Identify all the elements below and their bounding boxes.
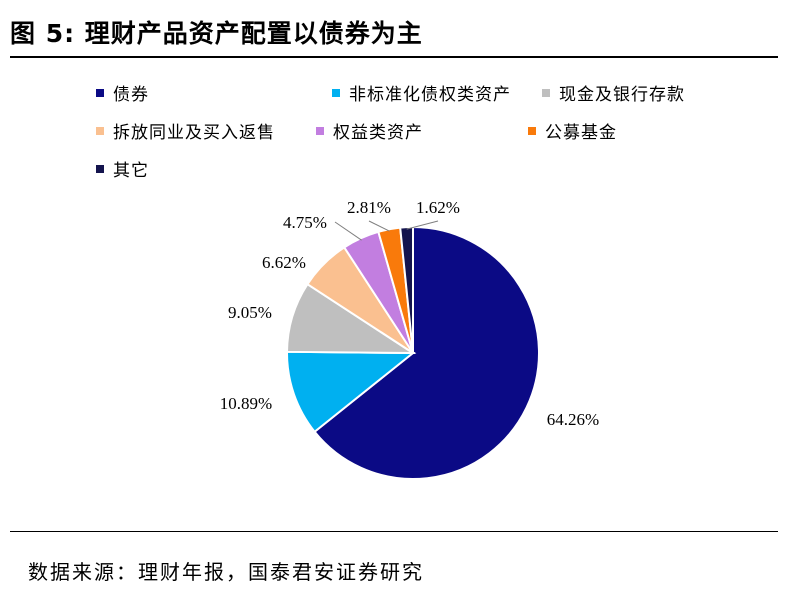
leader-line [406, 220, 439, 230]
legend-swatch [528, 126, 536, 135]
pie-slice [286, 350, 416, 434]
data-label: 6.62% [262, 253, 306, 272]
legend-label: 非标准化债权类资产 [349, 85, 511, 105]
legend-item: 拆放同业及买入返售 [96, 118, 275, 143]
source-note: 数据来源：理财年报，国泰君安证券研究 [28, 560, 424, 584]
pie-slice [313, 225, 540, 480]
pie-slice [399, 225, 414, 354]
legend-label: 其它 [113, 161, 149, 181]
legend-swatch [542, 88, 550, 97]
data-label: 2.81% [347, 198, 391, 217]
data-label: 10.89% [220, 394, 272, 413]
figure-title: 图 5: 理财产品资产配置以债券为主 [10, 19, 423, 48]
legend-item: 其它 [96, 156, 149, 181]
pie-slice [342, 230, 414, 354]
source-divider [10, 531, 778, 532]
legend-item: 债券 [96, 80, 149, 105]
legend-swatch [96, 164, 104, 173]
legend-label: 现金及银行存款 [559, 85, 685, 105]
data-label: 4.75% [283, 213, 327, 232]
legend-swatch [316, 126, 324, 135]
legend-label: 债券 [113, 85, 149, 105]
legend-item: 非标准化债权类资产 [332, 80, 511, 105]
legend-swatch [332, 88, 340, 97]
data-label: 9.05% [228, 303, 272, 322]
title-divider [10, 56, 778, 58]
legend-item: 现金及银行存款 [542, 80, 685, 105]
data-label: 64.26% [547, 410, 599, 429]
pie-slice [285, 282, 417, 355]
legend-label: 公募基金 [545, 123, 617, 143]
legend-item: 权益类资产 [316, 118, 423, 143]
pie-slice [306, 246, 414, 354]
legend-label: 权益类资产 [333, 123, 423, 143]
legend-label: 拆放同业及买入返售 [113, 123, 275, 143]
legend-swatch [96, 126, 104, 135]
leader-line [334, 221, 362, 241]
pie-slice [377, 226, 414, 354]
legend-swatch [96, 88, 104, 97]
legend-item: 公募基金 [528, 118, 617, 143]
leader-line [368, 220, 390, 232]
data-label: 1.62% [416, 198, 460, 217]
